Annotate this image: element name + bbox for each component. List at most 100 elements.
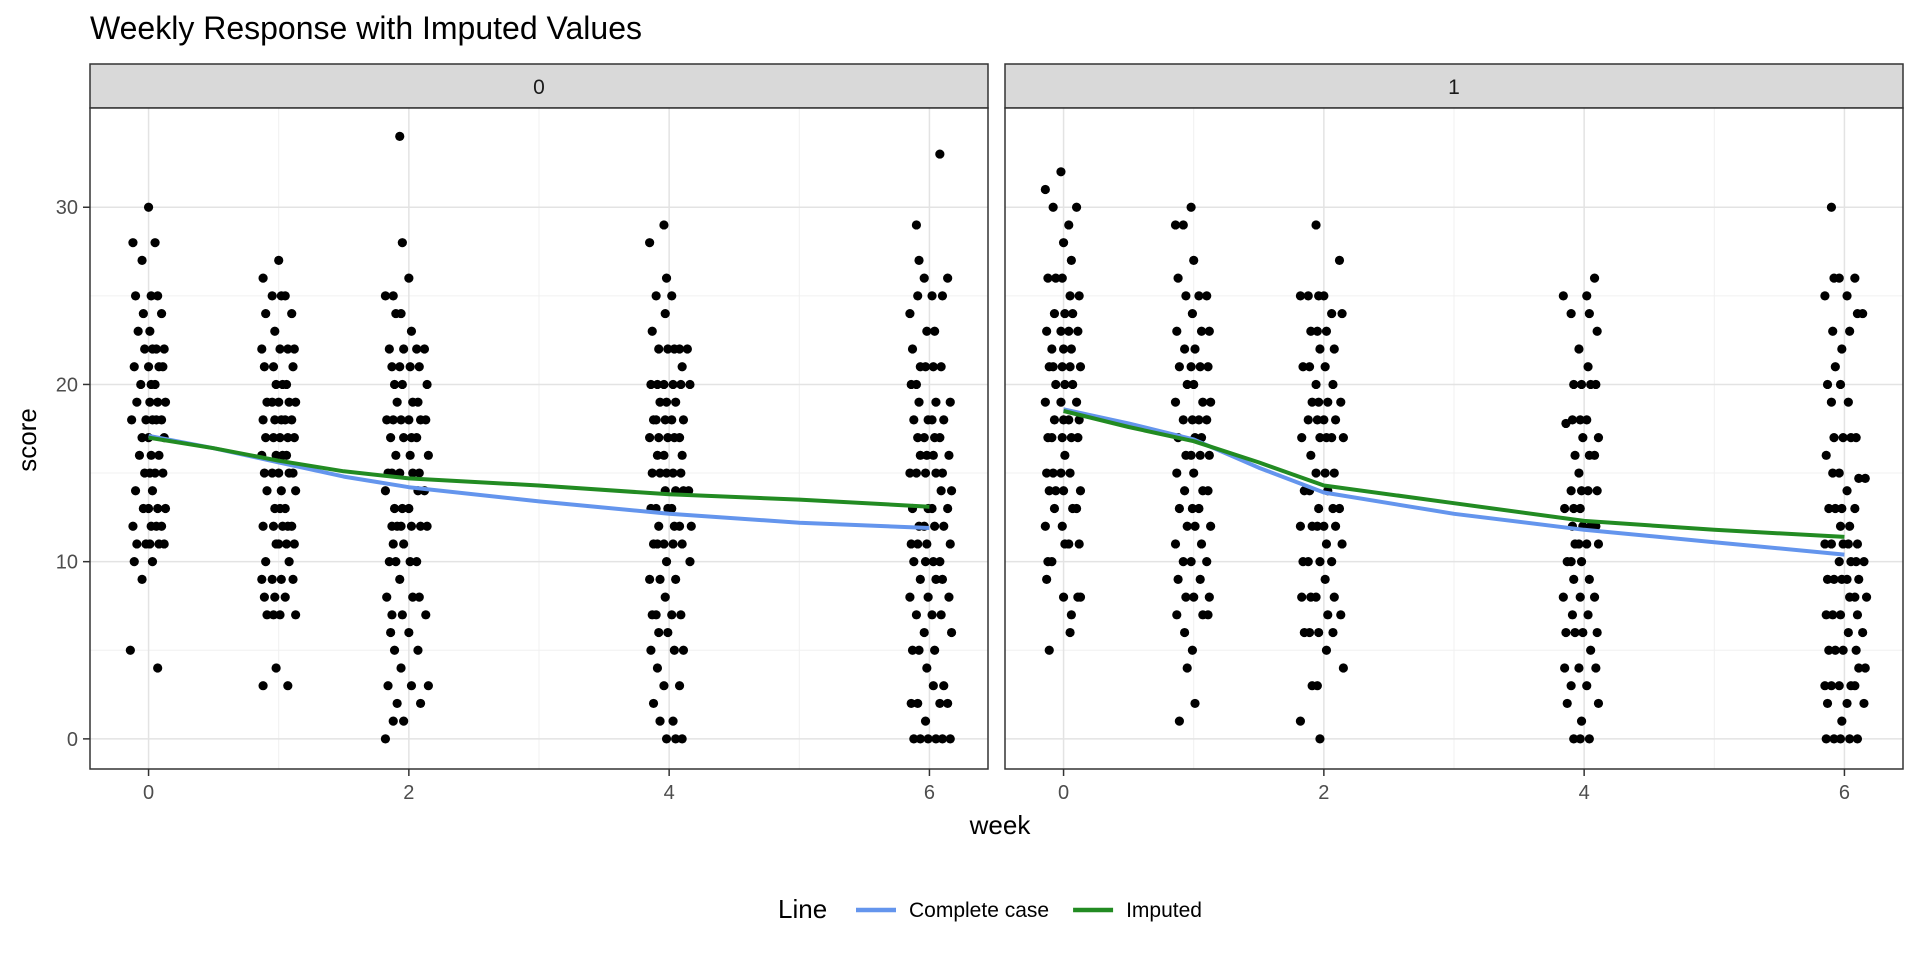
data-point	[1048, 362, 1058, 372]
data-point	[651, 291, 661, 301]
data-point	[274, 255, 284, 266]
data-point	[1576, 716, 1587, 726]
data-point	[1837, 344, 1847, 354]
data-point	[129, 362, 139, 372]
data-point	[1057, 273, 1067, 283]
data-point	[1064, 326, 1074, 336]
data-point	[1830, 503, 1840, 514]
data-point	[288, 362, 298, 372]
data-point	[937, 574, 948, 584]
data-point	[1206, 521, 1216, 531]
data-point	[1328, 379, 1338, 390]
data-point	[646, 379, 656, 390]
data-point	[1315, 734, 1325, 744]
data-point	[915, 574, 925, 584]
data-point	[914, 255, 924, 266]
data-point	[259, 362, 269, 372]
data-point	[1567, 415, 1578, 425]
data-point	[1820, 291, 1830, 301]
data-point	[413, 645, 423, 655]
data-point	[1186, 362, 1196, 372]
data-point	[422, 379, 432, 390]
data-point	[652, 450, 663, 460]
data-point	[386, 433, 396, 443]
data-point	[928, 450, 938, 460]
data-point	[928, 681, 938, 691]
data-point	[1178, 220, 1188, 230]
data-point	[1822, 698, 1833, 709]
data-point	[945, 539, 955, 549]
data-point	[153, 291, 163, 301]
data-point	[907, 344, 918, 354]
data-point	[1852, 610, 1863, 620]
data-point	[1057, 362, 1067, 372]
data-point	[1569, 503, 1579, 514]
data-point	[939, 521, 949, 531]
data-point	[1068, 379, 1078, 390]
data-point	[1826, 681, 1837, 691]
data-point	[289, 539, 299, 549]
data-point	[1829, 734, 1839, 744]
data-point	[1582, 291, 1592, 301]
data-point	[289, 344, 299, 354]
data-point	[919, 433, 929, 443]
data-point	[1075, 362, 1086, 372]
chart-title: Weekly Response with Imputed Values	[90, 10, 642, 46]
data-point	[1203, 486, 1213, 496]
data-point	[133, 326, 143, 336]
data-point	[1042, 468, 1052, 478]
data-point	[274, 539, 284, 549]
data-point	[268, 521, 279, 531]
data-point	[909, 734, 919, 744]
data-point	[421, 610, 431, 620]
data-point	[654, 344, 664, 354]
data-point	[1323, 397, 1333, 407]
x-tick-label: 6	[1839, 782, 1850, 804]
data-point	[1068, 308, 1078, 319]
data-point	[936, 610, 946, 620]
data-point	[1203, 362, 1213, 372]
data-point	[909, 557, 919, 567]
data-point	[1180, 627, 1190, 638]
data-point	[654, 521, 664, 531]
data-point	[920, 468, 931, 478]
data-point	[1195, 574, 1205, 584]
data-point	[291, 397, 301, 407]
data-point	[1830, 362, 1840, 372]
data-point	[396, 415, 406, 425]
data-point	[1049, 415, 1060, 425]
data-point	[1843, 627, 1853, 638]
data-point	[1337, 308, 1347, 319]
data-point	[384, 344, 394, 354]
data-point	[674, 433, 685, 443]
data-point	[399, 539, 409, 549]
data-point	[1178, 557, 1188, 567]
data-point	[1172, 610, 1182, 620]
data-point	[261, 433, 271, 443]
data-point	[1198, 397, 1208, 407]
data-point	[1064, 539, 1074, 549]
data-point	[1056, 468, 1066, 478]
data-point	[652, 379, 663, 390]
data-point	[160, 503, 171, 514]
data-point	[414, 468, 424, 478]
data-point	[935, 698, 945, 709]
data-point	[1830, 645, 1840, 655]
data-point	[1850, 681, 1860, 691]
data-point	[408, 592, 418, 602]
data-point	[1319, 521, 1329, 531]
data-point	[1298, 362, 1308, 372]
data-point	[388, 539, 398, 549]
data-point	[423, 450, 433, 460]
data-point	[1189, 592, 1199, 602]
data-point	[919, 627, 929, 638]
data-point	[1048, 202, 1058, 212]
data-point	[1189, 255, 1199, 266]
data-point	[391, 557, 401, 567]
data-point	[943, 503, 953, 514]
data-point	[1593, 539, 1604, 549]
data-point	[140, 344, 150, 354]
data-point	[261, 308, 271, 319]
data-point	[267, 397, 277, 407]
x-tick-label: 0	[1058, 782, 1069, 804]
